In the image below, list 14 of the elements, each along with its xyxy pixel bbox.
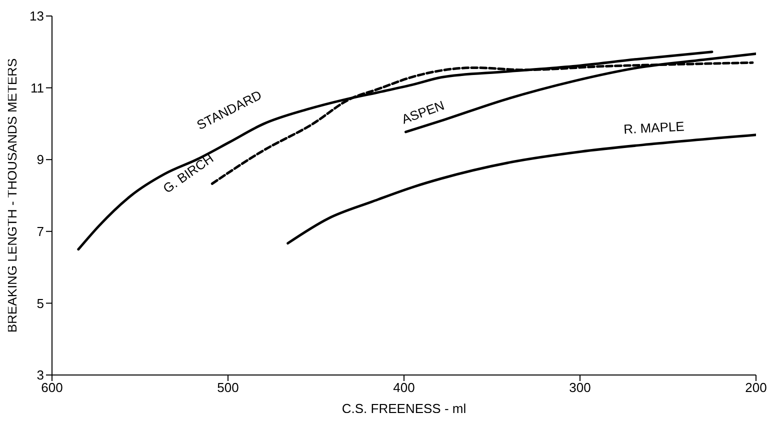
x-tick-label: 200	[745, 380, 767, 396]
series-label: R. MAPLE	[623, 118, 686, 137]
x-tick-label: 300	[569, 380, 591, 396]
y-tick-label: 5	[36, 296, 44, 311]
x-tick-label: 600	[41, 380, 63, 396]
y-tick-label: 11	[30, 80, 44, 96]
x-axis-title: C.S. FREENESS - ml	[342, 401, 466, 416]
x-tick-label: 500	[217, 380, 239, 396]
y-tick-label: 7	[36, 224, 44, 240]
y-tick-label: 3	[36, 368, 44, 383]
x-tick-label: 400	[393, 380, 415, 396]
y-tick-label: 13	[30, 8, 44, 24]
y-tick-label: 9	[36, 152, 44, 168]
line-series	[286, 134, 756, 244]
